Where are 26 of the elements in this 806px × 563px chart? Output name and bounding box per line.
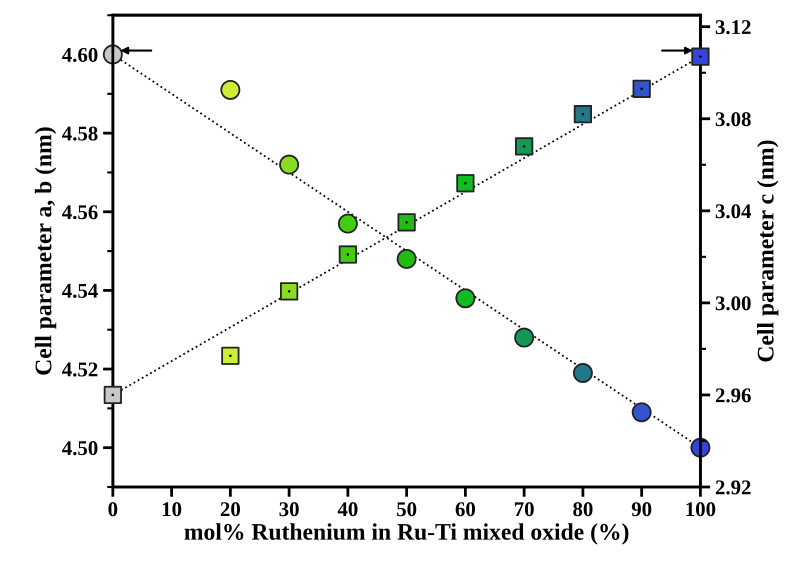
x-tick-label: 20 <box>220 502 240 516</box>
y-tick-label: 4.58 <box>62 126 98 141</box>
y-tick-label: 4.54 <box>62 284 98 298</box>
x-axis-title: mol% Ruthenium in Ru-Ti mixed oxide (%) <box>184 523 628 545</box>
x-tick-label: 0 <box>108 502 118 516</box>
x-tick-label: 80 <box>573 502 593 516</box>
x-tick-label: 90 <box>632 502 652 516</box>
y2-tick-label: 2.92 <box>716 480 751 495</box>
y-tick-label: 4.60 <box>62 48 98 62</box>
y2-tick-label: 2.96 <box>716 388 751 402</box>
y2-tick-label: 3.04 <box>716 204 752 218</box>
x-tick-label: 50 <box>397 502 416 516</box>
x-tick-label: 30 <box>279 502 299 516</box>
y2-tick-label: 3.08 <box>716 112 751 126</box>
y-tick-label: 4.52 <box>62 362 98 377</box>
x-tick-label: 10 <box>162 502 182 516</box>
y-tick-label: 4.50 <box>62 441 98 456</box>
x-tick-label: 60 <box>456 502 476 516</box>
y2-tick-label: 3.00 <box>716 296 751 310</box>
y-axis-title: Cell parameter a, b (nm) <box>34 127 56 375</box>
y2-axis-title: Cell parameter c (nm) <box>757 140 778 362</box>
y2-tick-label: 3.12 <box>716 20 751 34</box>
x-tick-label: 100 <box>686 502 716 516</box>
x-tick-label: 40 <box>338 502 358 516</box>
x-tick-label: 70 <box>514 502 534 516</box>
y-tick-label: 4.56 <box>62 205 98 220</box>
